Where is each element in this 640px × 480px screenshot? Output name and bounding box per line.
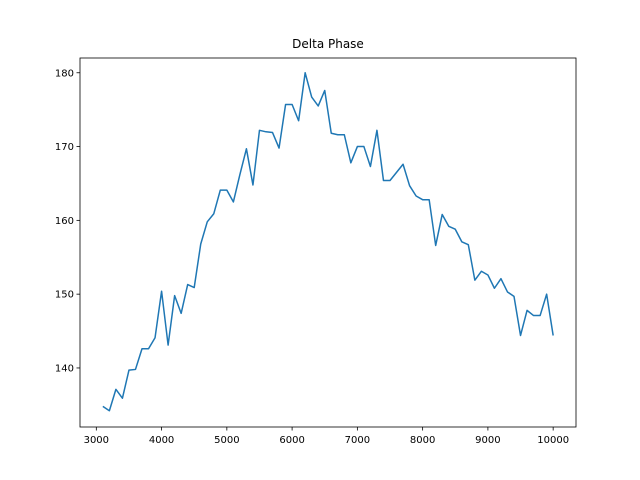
y-tick-label: 170	[55, 142, 74, 153]
x-tick-label: 8000	[410, 435, 435, 446]
plot-area	[102, 72, 554, 412]
x-tick-label: 5000	[214, 435, 239, 446]
x-tick-label: 9000	[475, 435, 500, 446]
y-tick-label: 180	[55, 68, 74, 79]
y-tick-label: 140	[55, 363, 74, 374]
x-tick-label: 4000	[149, 435, 174, 446]
x-tick-label: 10000	[537, 435, 569, 446]
series-line-0	[102, 72, 554, 412]
plot-frame	[79, 57, 577, 428]
y-tick-label: 160	[55, 216, 74, 227]
chart-title: Delta Phase	[292, 37, 364, 51]
y-axis: 140 150 160 170 180	[55, 68, 80, 374]
y-tick-label: 150	[55, 290, 74, 301]
x-tick-label: 3000	[84, 435, 109, 446]
x-tick-label: 6000	[279, 435, 304, 446]
x-tick-label: 7000	[345, 435, 370, 446]
x-axis: 3000 4000 5000 6000 7000 8000 9000 10000	[84, 427, 569, 446]
